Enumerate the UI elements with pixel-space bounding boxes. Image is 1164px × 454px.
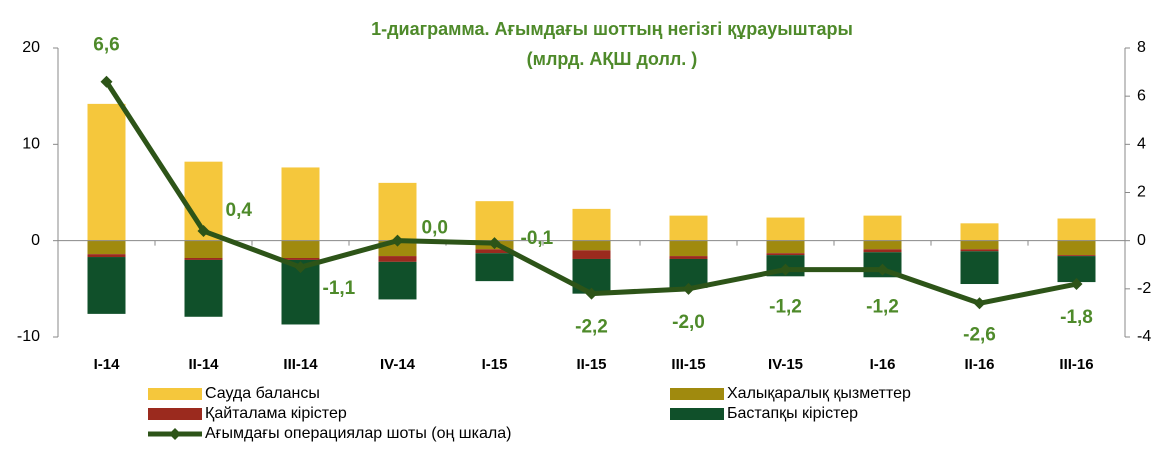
value-label: -2,0 bbox=[672, 312, 705, 333]
legend-swatch bbox=[670, 388, 724, 400]
legend-label: Қайталама кірістер bbox=[205, 405, 347, 422]
bar bbox=[960, 249, 999, 252]
bar bbox=[669, 240, 708, 257]
x-tick-label: I-16 bbox=[870, 356, 896, 373]
x-tick-label: II-16 bbox=[964, 356, 994, 373]
x-tick-label: IV-15 bbox=[768, 356, 803, 373]
x-tick-label: III-14 bbox=[283, 356, 318, 373]
y-tick-label: 10 bbox=[22, 136, 40, 153]
value-label: 6,6 bbox=[93, 35, 119, 56]
bar bbox=[766, 253, 805, 256]
bar bbox=[1057, 255, 1096, 257]
x-tick-label: II-15 bbox=[576, 356, 606, 373]
bar bbox=[863, 215, 902, 241]
bar bbox=[87, 257, 126, 314]
value-label: -2,6 bbox=[963, 324, 996, 345]
bar bbox=[960, 251, 999, 285]
y2-tick-label: 4 bbox=[1137, 136, 1146, 153]
value-label: -1,2 bbox=[866, 297, 899, 318]
x-tick-label: IV-14 bbox=[380, 356, 416, 373]
bar bbox=[1057, 218, 1096, 241]
value-label: -1,2 bbox=[769, 297, 802, 318]
y2-tick-label: 0 bbox=[1137, 232, 1146, 249]
line-marker bbox=[682, 282, 695, 295]
bar bbox=[669, 215, 708, 241]
y-tick-label: 20 bbox=[22, 39, 40, 56]
value-label: 0,4 bbox=[226, 200, 253, 221]
bar bbox=[766, 240, 805, 254]
y2-tick-label: 2 bbox=[1137, 184, 1146, 201]
bar bbox=[1057, 256, 1096, 283]
bar bbox=[378, 261, 417, 300]
y2-tick-label: 6 bbox=[1137, 87, 1146, 104]
bar bbox=[87, 254, 126, 258]
line-marker bbox=[391, 234, 404, 247]
line-marker bbox=[779, 263, 792, 276]
bar bbox=[475, 253, 514, 282]
bar bbox=[572, 240, 611, 251]
value-label: -0,1 bbox=[521, 228, 554, 249]
legend-label: Бастапқы кірістер bbox=[727, 405, 858, 422]
legend-label: Ағымдағы операциялар шоты (оң шкала) bbox=[205, 425, 511, 442]
bar bbox=[475, 249, 514, 254]
x-tick-label: I-14 bbox=[94, 356, 121, 373]
line-marker bbox=[973, 297, 986, 310]
legend-swatch bbox=[148, 408, 202, 420]
bar bbox=[378, 256, 417, 262]
bar bbox=[863, 240, 902, 250]
bar bbox=[184, 259, 223, 317]
bar bbox=[669, 256, 708, 259]
value-label: -1,8 bbox=[1060, 307, 1093, 328]
value-label: -2,2 bbox=[575, 317, 608, 338]
bar bbox=[960, 223, 999, 241]
x-tick-label: II-14 bbox=[188, 356, 219, 373]
value-label: 0,0 bbox=[422, 218, 448, 239]
line-marker bbox=[1070, 278, 1083, 291]
bar bbox=[1057, 240, 1096, 256]
y2-tick-label: 8 bbox=[1137, 39, 1146, 56]
line-marker bbox=[488, 237, 501, 250]
legend-swatch bbox=[670, 408, 724, 420]
y-tick-label: -10 bbox=[17, 328, 40, 345]
bar bbox=[87, 240, 126, 255]
bar bbox=[87, 103, 126, 241]
legend-label: Сауда балансы bbox=[205, 385, 320, 402]
line-marker bbox=[876, 263, 889, 276]
x-tick-label: I-15 bbox=[482, 356, 508, 373]
chart-subtitle: (млрд. АҚШ долл. ) bbox=[527, 49, 698, 69]
bar bbox=[184, 240, 223, 259]
bar bbox=[475, 201, 514, 241]
y2-tick-label: -2 bbox=[1137, 280, 1151, 297]
legend-label: Халықаралық қызметтер bbox=[727, 385, 911, 402]
bar bbox=[766, 217, 805, 241]
bar bbox=[572, 208, 611, 241]
line-marker bbox=[585, 287, 598, 300]
bar bbox=[281, 167, 320, 241]
bar bbox=[572, 250, 611, 259]
bar bbox=[863, 249, 902, 253]
value-label: -1,1 bbox=[323, 278, 356, 299]
y-tick-label: 0 bbox=[31, 232, 40, 249]
y2-tick-label: -4 bbox=[1137, 328, 1151, 345]
line-marker bbox=[197, 225, 210, 238]
line-marker bbox=[294, 261, 307, 274]
legend-marker bbox=[169, 428, 181, 440]
bar bbox=[184, 258, 223, 260]
legend-swatch bbox=[148, 388, 202, 400]
x-tick-label: III-16 bbox=[1059, 356, 1093, 373]
x-tick-label: III-15 bbox=[671, 356, 705, 373]
bar bbox=[281, 258, 320, 260]
chart-title: 1-диаграмма. Ағымдағы шоттың негізгі құр… bbox=[371, 19, 853, 39]
bar bbox=[281, 240, 320, 259]
bar bbox=[960, 240, 999, 250]
line-marker bbox=[100, 75, 113, 88]
bar bbox=[378, 182, 417, 241]
